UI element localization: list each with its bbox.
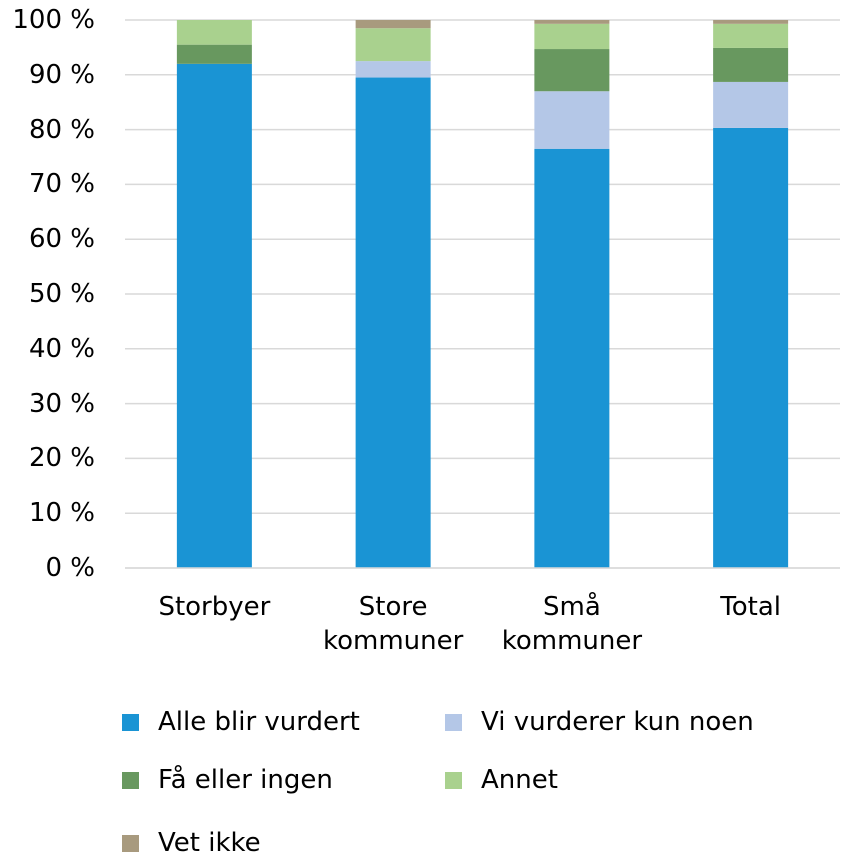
bar-segment: [355, 20, 431, 29]
legend-label: Alle blir vurdert: [158, 707, 360, 737]
legend-swatch: [122, 835, 139, 852]
y-tick-label: 30 %: [28, 388, 95, 419]
legend-label: Vet ikke: [158, 828, 261, 858]
legend-swatch: [445, 772, 462, 789]
legend-label: Vi vurderer kun noen: [481, 707, 754, 737]
x-tick-label: Store kommuner: [322, 592, 464, 656]
bar-segment: [713, 127, 789, 569]
x-tick-label: Total: [720, 592, 781, 622]
y-tick-label: 70 %: [28, 169, 95, 200]
y-tick-label: 100 %: [12, 5, 95, 35]
bar-segment: [713, 23, 789, 48]
legend-swatch: [122, 714, 139, 731]
bar-segment: [534, 23, 610, 50]
legend-label: Få eller ingen: [158, 765, 333, 795]
legend-label: Annet: [481, 765, 558, 795]
y-tick-label: 40 %: [28, 333, 95, 364]
bar-segment: [713, 81, 789, 128]
bar-segment: [176, 63, 252, 569]
legend-swatch: [445, 714, 462, 731]
bar-segment: [713, 20, 789, 24]
bar-segment: [534, 20, 610, 24]
x-tick-label: Storbyer: [158, 592, 271, 622]
y-tick-label: 10 %: [28, 498, 95, 529]
bar-segment: [534, 148, 610, 568]
y-tick-label: 60 %: [28, 224, 95, 255]
legend-swatch: [122, 772, 139, 789]
x-tick-label: Små kommuner: [501, 592, 643, 656]
bar-segment: [176, 44, 252, 64]
bar-segment: [355, 28, 431, 62]
bar-segment: [176, 20, 252, 45]
y-tick-label: 20 %: [28, 443, 95, 474]
bar-segment: [355, 77, 431, 568]
bar-segment: [534, 91, 610, 149]
y-tick-label: 0 %: [45, 553, 95, 583]
y-tick-label: 50 %: [28, 279, 95, 309]
bar-segment: [713, 47, 789, 82]
bar-segment: [355, 61, 431, 78]
bar-segment: [534, 49, 610, 92]
y-tick-label: 80 %: [28, 114, 95, 145]
y-tick-label: 90 %: [28, 59, 95, 90]
